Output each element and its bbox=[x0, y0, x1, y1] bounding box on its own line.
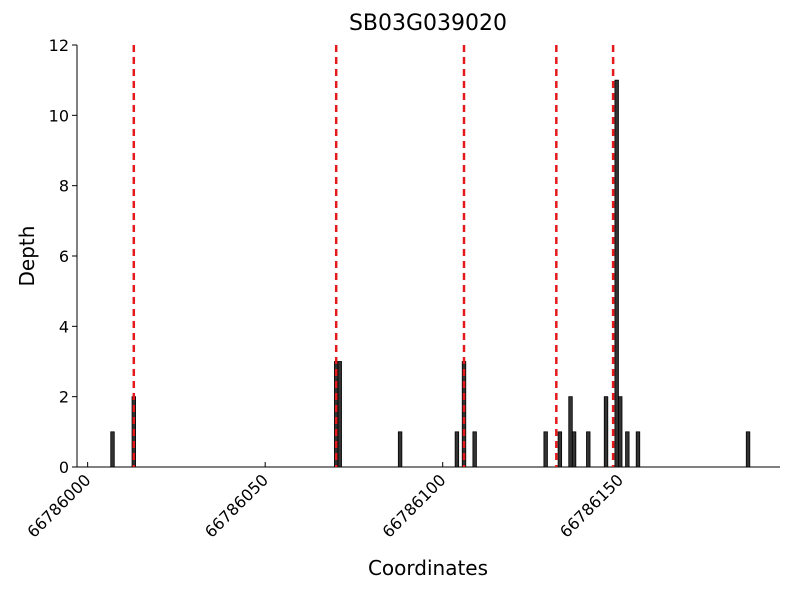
chart-title: SB03G039020 bbox=[349, 11, 507, 36]
x-tick-label: 66786150 bbox=[556, 470, 627, 541]
bar bbox=[543, 431, 548, 468]
bar bbox=[635, 431, 641, 468]
y-tick-label: 2 bbox=[59, 388, 69, 407]
y-tick-label: 6 bbox=[59, 247, 69, 266]
y-axis-label: Depth bbox=[15, 226, 39, 287]
bar bbox=[337, 361, 342, 468]
bar bbox=[586, 431, 591, 468]
bar bbox=[568, 396, 573, 468]
bar bbox=[745, 431, 751, 468]
bar bbox=[461, 361, 467, 468]
bar bbox=[571, 431, 577, 468]
y-tick-label: 12 bbox=[49, 36, 69, 55]
y-tick-label: 0 bbox=[59, 458, 69, 477]
bar bbox=[625, 431, 630, 468]
y-tick-label: 10 bbox=[49, 106, 69, 125]
bar bbox=[454, 431, 460, 468]
x-tick-label: 66786000 bbox=[23, 470, 94, 541]
x-tick-label: 66786100 bbox=[379, 470, 450, 541]
y-tick-label: 4 bbox=[59, 317, 69, 336]
x-tick-label: 66786050 bbox=[201, 470, 272, 541]
bar bbox=[618, 396, 623, 468]
bar bbox=[603, 396, 609, 468]
bar bbox=[334, 361, 339, 468]
bar bbox=[397, 431, 403, 468]
y-tick-label: 8 bbox=[59, 177, 69, 196]
bar bbox=[614, 79, 619, 468]
bar bbox=[472, 431, 477, 468]
bar bbox=[110, 431, 115, 468]
bar bbox=[557, 431, 563, 468]
x-axis-label: Coordinates bbox=[368, 556, 488, 580]
